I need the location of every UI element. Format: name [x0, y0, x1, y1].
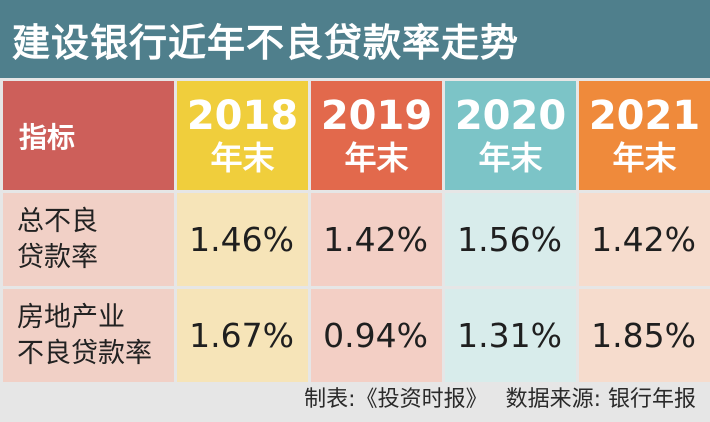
year-label: 2021: [588, 92, 701, 139]
chart-title-bar: 建设银行近年不良贷款率走势: [0, 0, 710, 78]
year-header-cell: 2019 年末: [308, 78, 445, 193]
year-label: 2019: [320, 92, 433, 139]
source-text: 数据来源: 银行年报: [505, 387, 696, 412]
table-header-row: 指标 2018 年末 2019 年末 2020 年末 2021 年末: [0, 78, 710, 193]
chart-title: 建设银行近年不良贷款率走势: [12, 20, 520, 65]
year-suffix-label: 年末: [344, 138, 409, 177]
value-cell: 1.31%: [442, 286, 579, 385]
year-suffix-label: 年末: [612, 138, 677, 177]
year-header-cell: 2020 年末: [442, 78, 579, 193]
year-suffix-label: 年末: [210, 138, 275, 177]
value-cell: 1.85%: [576, 286, 710, 385]
row-label-line: 不良贷款率: [17, 337, 152, 369]
year-label: 2018: [186, 92, 299, 139]
table-row: 房地产业 不良贷款率 1.67% 0.94% 1.31% 1.85%: [0, 286, 710, 385]
value-cell: 0.94%: [308, 286, 445, 385]
row-label-cell: 房地产业 不良贷款率: [0, 286, 177, 385]
credit-text: 制表:《投资时报》: [304, 387, 488, 412]
value-cell: 1.42%: [308, 190, 445, 289]
table-row: 总不良 贷款率 1.46% 1.42% 1.56% 1.42%: [0, 190, 710, 289]
row-label-line: 贷款率: [17, 241, 98, 273]
value-cell: 1.67%: [174, 286, 311, 385]
value-cell: 1.46%: [174, 190, 311, 289]
year-header-cell: 2021 年末: [576, 78, 710, 193]
data-table: 指标 2018 年末 2019 年末 2020 年末 2021 年末 总不良 贷…: [0, 78, 710, 385]
row-label-line: 房地产业: [17, 301, 125, 333]
row-label-line: 总不良: [17, 205, 98, 237]
indicator-header-label: 指标: [19, 120, 76, 154]
source-footer: 制表:《投资时报》 数据来源: 银行年报: [0, 372, 710, 422]
year-suffix-label: 年末: [478, 138, 543, 177]
value-cell: 1.42%: [576, 190, 710, 289]
year-label: 2020: [454, 92, 567, 139]
year-header-cell: 2018 年末: [174, 78, 311, 193]
value-cell: 1.56%: [442, 190, 579, 289]
row-label-cell: 总不良 贷款率: [0, 190, 177, 289]
indicator-header-cell: 指标: [0, 78, 177, 193]
